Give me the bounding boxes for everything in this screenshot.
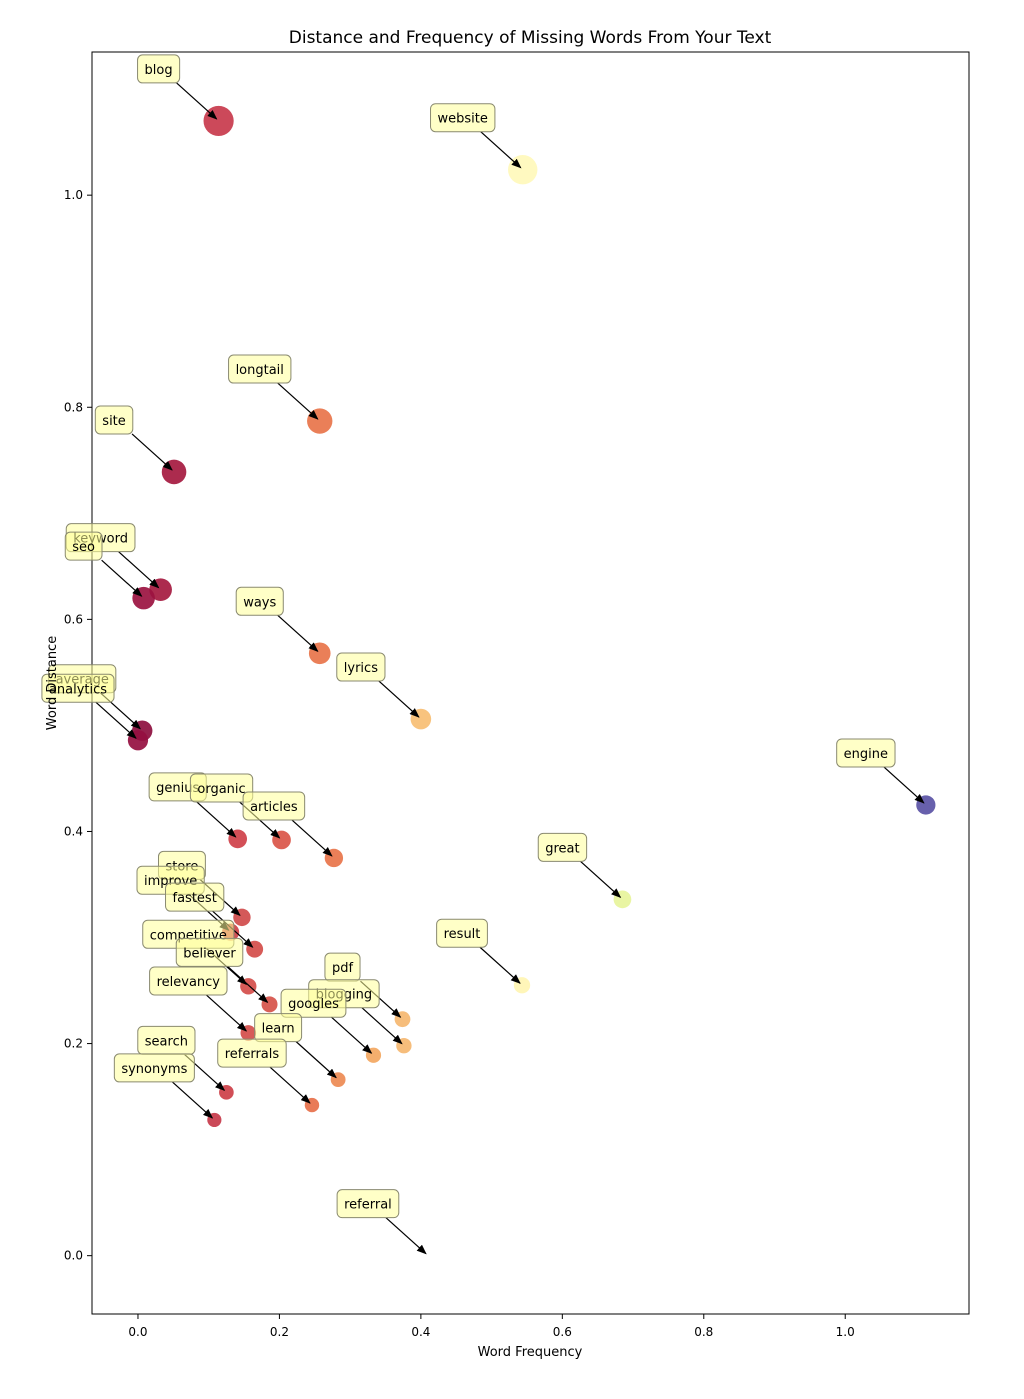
- point-label: longtail: [236, 363, 284, 378]
- annotation-arrow: [101, 559, 143, 597]
- annotation-arrow: [331, 1016, 373, 1054]
- point-label: believer: [183, 946, 236, 961]
- point-label: seo: [72, 540, 95, 555]
- point-label: lyrics: [344, 661, 378, 676]
- annotation-box: [137, 54, 181, 84]
- annotation-arrow: [269, 1066, 311, 1104]
- point-label: search: [145, 1034, 188, 1049]
- chart-title: Distance and Frequency of Missing Words …: [289, 28, 772, 48]
- annotation-arrow: [378, 680, 420, 718]
- x-tick-label: 0.6: [553, 1325, 572, 1339]
- annotation-arrow: [227, 965, 269, 1004]
- point-label: analytics: [49, 682, 107, 697]
- y-axis: 0.0 0.2 0.4 0.6 0.8 1.0: [64, 188, 92, 1263]
- data-point: [508, 155, 538, 185]
- y-tick-label: 0.0: [64, 1249, 83, 1263]
- x-tick-label: 0.2: [270, 1325, 289, 1339]
- y-tick-label: 0.2: [64, 1037, 83, 1051]
- point-label: articles: [250, 800, 298, 815]
- annotation-arrow: [295, 1041, 337, 1079]
- annotation-box: [175, 937, 244, 967]
- annotation-arrow: [480, 131, 522, 169]
- point-label: referral: [344, 1198, 392, 1213]
- annotation-arrow: [277, 614, 319, 652]
- annotation-arrow: [361, 1007, 403, 1045]
- point-label: site: [102, 414, 125, 429]
- annotation-arrow: [277, 382, 319, 420]
- annotation-arrow: [118, 551, 160, 589]
- x-tick-label: 0.8: [694, 1325, 713, 1339]
- point-label: relevancy: [157, 975, 221, 990]
- y-tick-label: 0.6: [64, 612, 83, 626]
- annotation-box: [336, 1189, 400, 1219]
- plot-area: [91, 51, 970, 1315]
- y-axis-label: Word Distance: [45, 636, 60, 730]
- point-label: ways: [243, 595, 276, 610]
- annotation-arrow: [205, 994, 248, 1032]
- annotation-arrow: [883, 766, 925, 804]
- x-axis-label: Word Frequency: [478, 1345, 583, 1360]
- annotation-box: [242, 791, 306, 821]
- annotation-box: [113, 1053, 195, 1083]
- point-label: pdf: [332, 961, 354, 976]
- y-tick-label: 0.4: [64, 824, 83, 838]
- annotation-box: [165, 882, 225, 912]
- annotation-arrow: [479, 946, 521, 984]
- annotations-layer: blogwebsitelongtailsitekeywordseowayslyr…: [41, 54, 925, 1255]
- y-tick-label: 1.0: [64, 188, 83, 202]
- points-layer: [127, 105, 936, 1262]
- annotation-box: [189, 773, 254, 803]
- point-label: great: [545, 841, 579, 856]
- point-label: result: [444, 927, 481, 942]
- annotation-arrow: [580, 860, 622, 899]
- data-point: [203, 105, 234, 137]
- annotation-box: [149, 966, 228, 996]
- annotation-arrow: [176, 82, 218, 120]
- annotation-arrow: [385, 1217, 427, 1255]
- annotation-box: [280, 988, 347, 1018]
- annotation-box: [228, 354, 292, 384]
- point-label: fastest: [173, 891, 217, 906]
- point-label: learn: [262, 1022, 295, 1037]
- point-label: synonyms: [121, 1062, 187, 1077]
- point-label: blog: [145, 63, 173, 78]
- annotation-box: [64, 531, 103, 561]
- annotation-box: [430, 103, 496, 133]
- point-label: organic: [197, 782, 245, 797]
- annotation-box: [537, 832, 588, 862]
- point-label: referrals: [225, 1047, 280, 1062]
- y-tick-label: 0.8: [64, 400, 83, 414]
- annotation-arrow: [95, 701, 137, 739]
- annotation-arrow: [171, 1081, 214, 1119]
- point-label: genius: [156, 781, 199, 796]
- x-tick-label: 0.0: [128, 1325, 147, 1339]
- annotation-box: [436, 918, 488, 948]
- annotation-box: [235, 586, 284, 616]
- x-tick-label: 0.4: [411, 1325, 430, 1339]
- annotation-box: [836, 738, 896, 768]
- annotation-arrow: [195, 800, 237, 838]
- point-label: googles: [288, 997, 339, 1012]
- x-tick-label: 1.0: [836, 1325, 855, 1339]
- annotation-arrow: [131, 433, 173, 471]
- annotation-arrow: [291, 819, 333, 857]
- annotation-box: [94, 405, 134, 435]
- annotation-box: [41, 673, 115, 703]
- annotation-box: [217, 1038, 287, 1068]
- x-axis: 0.0 0.2 0.4 0.6 0.8 1.0: [128, 1314, 855, 1339]
- point-label: engine: [844, 747, 888, 762]
- point-label: website: [438, 112, 488, 127]
- annotation-box: [336, 652, 386, 682]
